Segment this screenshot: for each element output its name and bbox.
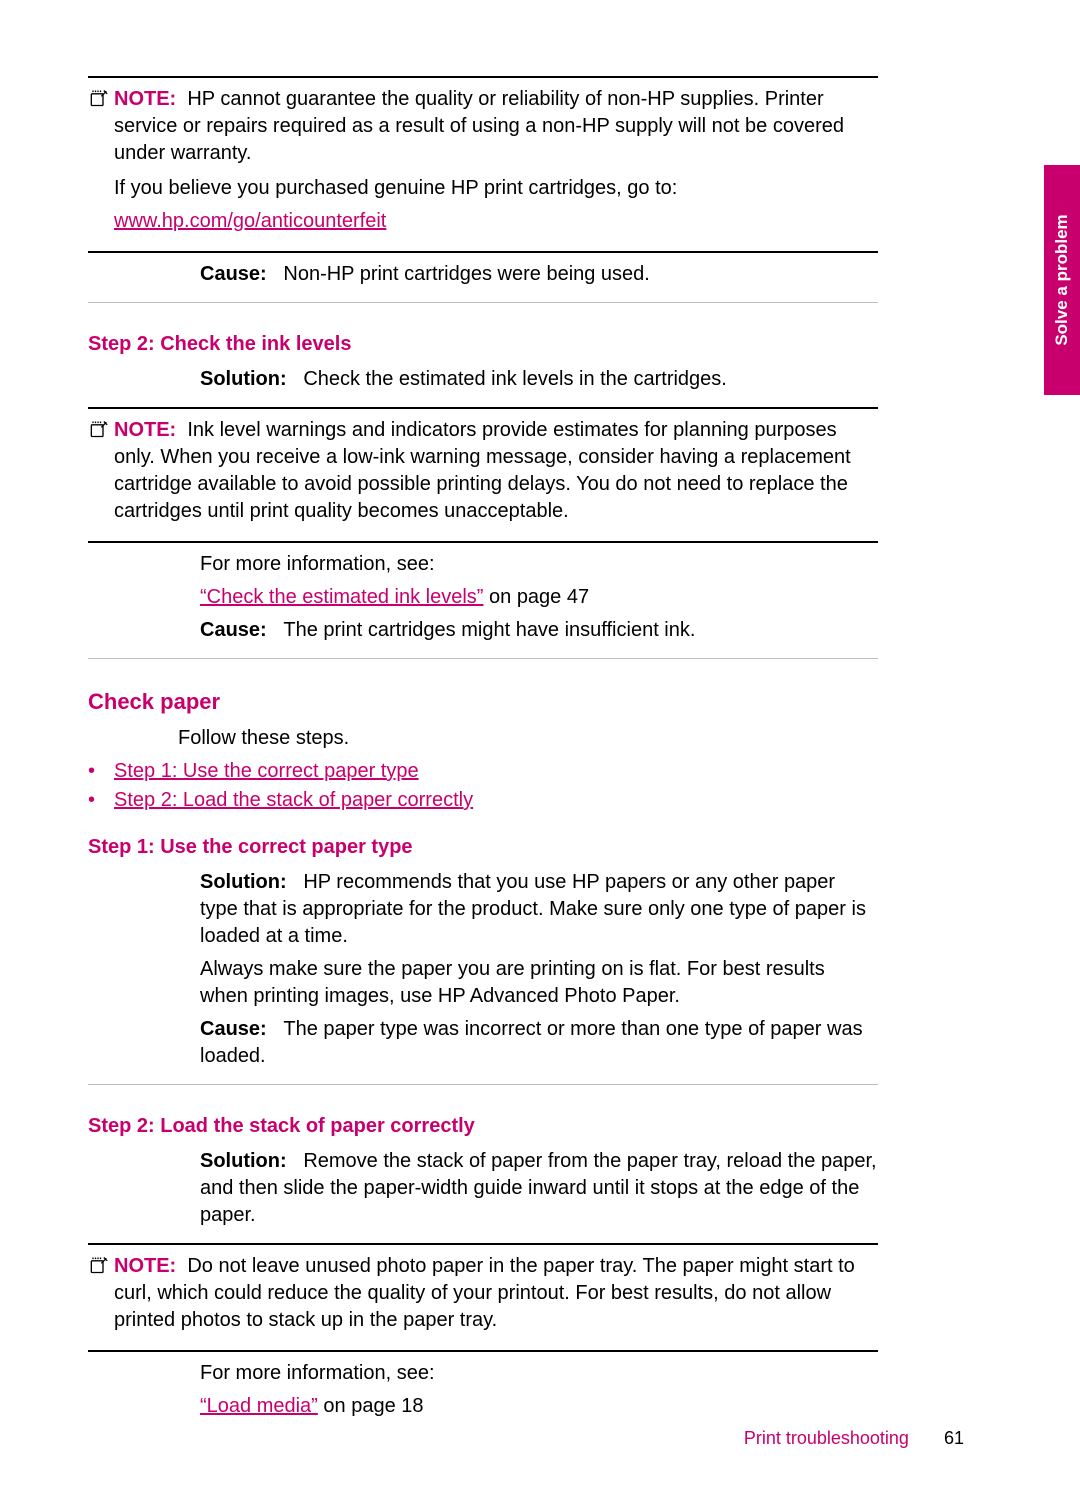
paper1-sol-text1: HP recommends that you use HP papers or … (200, 871, 866, 947)
paper2-more: For more information, see: (200, 1360, 878, 1387)
ink-link-suffix: on page 47 (483, 586, 589, 608)
check-paper-bullets: • Step 1: Use the correct paper type • S… (88, 758, 878, 814)
paper1-sol1: Solution: HP recommends that you use HP … (200, 869, 878, 950)
note-body: NOTE: HP cannot guarantee the quality or… (114, 86, 878, 241)
bullet-dot-icon: • (88, 787, 114, 814)
note-box-ink: NOTE: Ink level warnings and indicators … (88, 407, 878, 543)
note-text-1-body: HP cannot guarantee the quality or relia… (114, 88, 844, 164)
footer: Print troubleshooting 61 (744, 1428, 964, 1449)
paper2-sol-label: Solution: (200, 1150, 287, 1172)
ink-cause-label: Cause: (200, 619, 267, 641)
bullet-dot-icon: • (88, 758, 114, 785)
step-title-paper2: Step 2: Load the stack of paper correctl… (88, 1115, 878, 1138)
page: Solve a problem NOTE: HP cannot guarante… (0, 0, 1080, 1495)
note-box-paper: NOTE: Do not leave unused photo paper in… (88, 1243, 878, 1352)
divider (88, 302, 878, 303)
cause-1-text: Non-HP print cartridges were being used. (283, 263, 649, 285)
ink-note-body: Ink level warnings and indicators provid… (114, 419, 851, 522)
paper2-note-label: NOTE: (114, 1255, 176, 1277)
paper2-link-suffix: on page 18 (318, 1395, 424, 1417)
note-body: NOTE: Do not leave unused photo paper in… (114, 1253, 878, 1340)
paper2-link-row: “Load media” on page 18 (200, 1393, 878, 1420)
note-text-1: NOTE: HP cannot guarantee the quality or… (114, 86, 878, 167)
ink-levels-link[interactable]: “Check the estimated ink levels” (200, 586, 483, 608)
side-tab-label: Solve a problem (1052, 214, 1072, 345)
ink-cause-text: The print cartridges might have insuffic… (283, 619, 695, 641)
ink-solution: Solution: Check the estimated ink levels… (200, 366, 878, 393)
ink-sol-label: Solution: (200, 368, 287, 390)
check-paper-intro: Follow these steps. (178, 725, 878, 752)
step-title-paper1: Step 1: Use the correct paper type (88, 836, 878, 859)
paper2-note-text: NOTE: Do not leave unused photo paper in… (114, 1253, 878, 1334)
note-box-supplies: NOTE: HP cannot guarantee the quality or… (88, 76, 878, 253)
side-tab: Solve a problem (1044, 165, 1080, 395)
note-text-2: If you believe you purchased genuine HP … (114, 175, 878, 202)
anticounterfeit-link[interactable]: www.hp.com/go/anticounterfeit (114, 210, 386, 232)
cause-1: Cause: Non-HP print cartridges were bein… (200, 261, 878, 288)
ink-link-row: “Check the estimated ink levels” on page… (200, 584, 878, 611)
bullet-link-step1[interactable]: Step 1: Use the correct paper type (114, 758, 419, 785)
paper2-sol: Solution: Remove the stack of paper from… (200, 1148, 878, 1229)
note-icon (88, 1253, 114, 1340)
paper1-sol2: Always make sure the paper you are print… (200, 956, 878, 1010)
note-icon (88, 86, 114, 241)
note-icon (88, 417, 114, 531)
note-label: NOTE: (114, 88, 176, 110)
paper1-cause-text: The paper type was incorrect or more tha… (200, 1018, 863, 1067)
ink-note-text: NOTE: Ink level warnings and indicators … (114, 417, 878, 525)
paper2-sol-text: Remove the stack of paper from the paper… (200, 1150, 877, 1226)
paper1-cause: Cause: The paper type was incorrect or m… (200, 1016, 878, 1070)
step-title-ink: Step 2: Check the ink levels (88, 333, 878, 356)
note-body: NOTE: Ink level warnings and indicators … (114, 417, 878, 531)
ink-sol-text: Check the estimated ink levels in the ca… (303, 368, 727, 390)
section-title-check-paper: Check paper (88, 689, 878, 715)
ink-cause: Cause: The print cartridges might have i… (200, 617, 878, 644)
paper2-note-body: Do not leave unused photo paper in the p… (114, 1255, 855, 1331)
load-media-link[interactable]: “Load media” (200, 1395, 318, 1417)
content-column: NOTE: HP cannot guarantee the quality or… (88, 76, 878, 1420)
bullet-link-step2[interactable]: Step 2: Load the stack of paper correctl… (114, 787, 473, 814)
cause-1-label: Cause: (200, 263, 267, 285)
paper1-sol-label: Solution: (200, 871, 287, 893)
paper1-cause-label: Cause: (200, 1018, 267, 1040)
divider (88, 658, 878, 659)
ink-more: For more information, see: (200, 551, 878, 578)
divider (88, 1084, 878, 1085)
footer-page: 61 (944, 1428, 964, 1448)
ink-note-label: NOTE: (114, 419, 176, 441)
bullet-step1: • Step 1: Use the correct paper type (88, 758, 878, 785)
bullet-step2: • Step 2: Load the stack of paper correc… (88, 787, 878, 814)
footer-title: Print troubleshooting (744, 1428, 909, 1448)
